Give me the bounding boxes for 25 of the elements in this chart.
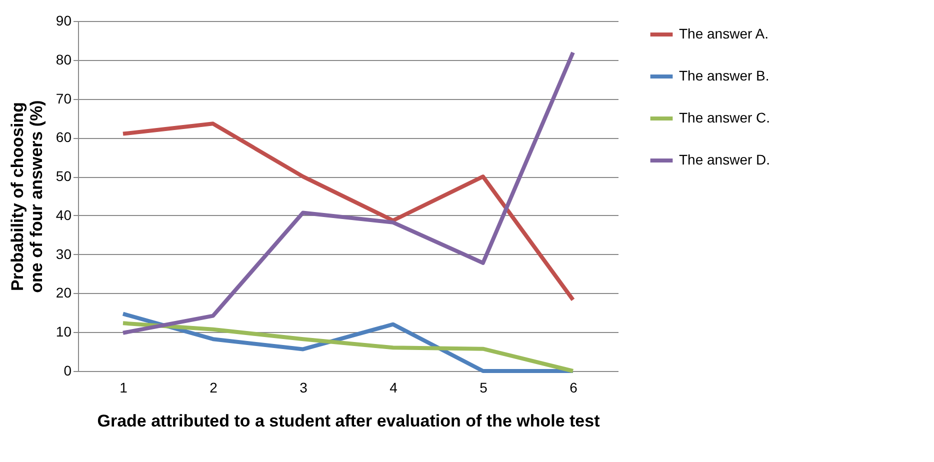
y-tick-label: 70 <box>56 90 72 106</box>
x-tick-label: 4 <box>390 380 398 396</box>
y-axis-title: Probability of choosing one of four answers (%) <box>8 100 46 293</box>
y-tick-label: 80 <box>56 51 72 68</box>
legend-label: The answer C. <box>679 110 770 126</box>
y-tick-label: 40 <box>56 206 72 223</box>
x-axis-title: Grade attributed to a student after evaluation of the whole test <box>97 412 600 430</box>
y-tick-label: 10 <box>56 324 72 340</box>
y-tick-label: 90 <box>56 12 72 28</box>
legend-label: The answer A. <box>679 26 768 42</box>
y-tick-label: 20 <box>56 284 72 301</box>
legend-label: The answer D. <box>679 152 770 168</box>
y-tick-label: 60 <box>56 129 72 146</box>
x-tick-label: 2 <box>210 380 218 396</box>
y-tick-label: 0 <box>64 362 72 378</box>
x-tick-label: 5 <box>480 380 488 396</box>
legend-label: The answer B. <box>679 68 770 84</box>
x-tick-label: 1 <box>120 380 128 396</box>
x-tick-label: 3 <box>300 380 308 396</box>
x-tick-label: 6 <box>570 380 578 396</box>
y-tick-label: 30 <box>56 246 72 262</box>
line-series <box>121 50 575 335</box>
line-series <box>121 122 575 302</box>
y-tick-label: 50 <box>56 168 72 184</box>
line-series <box>121 321 575 373</box>
